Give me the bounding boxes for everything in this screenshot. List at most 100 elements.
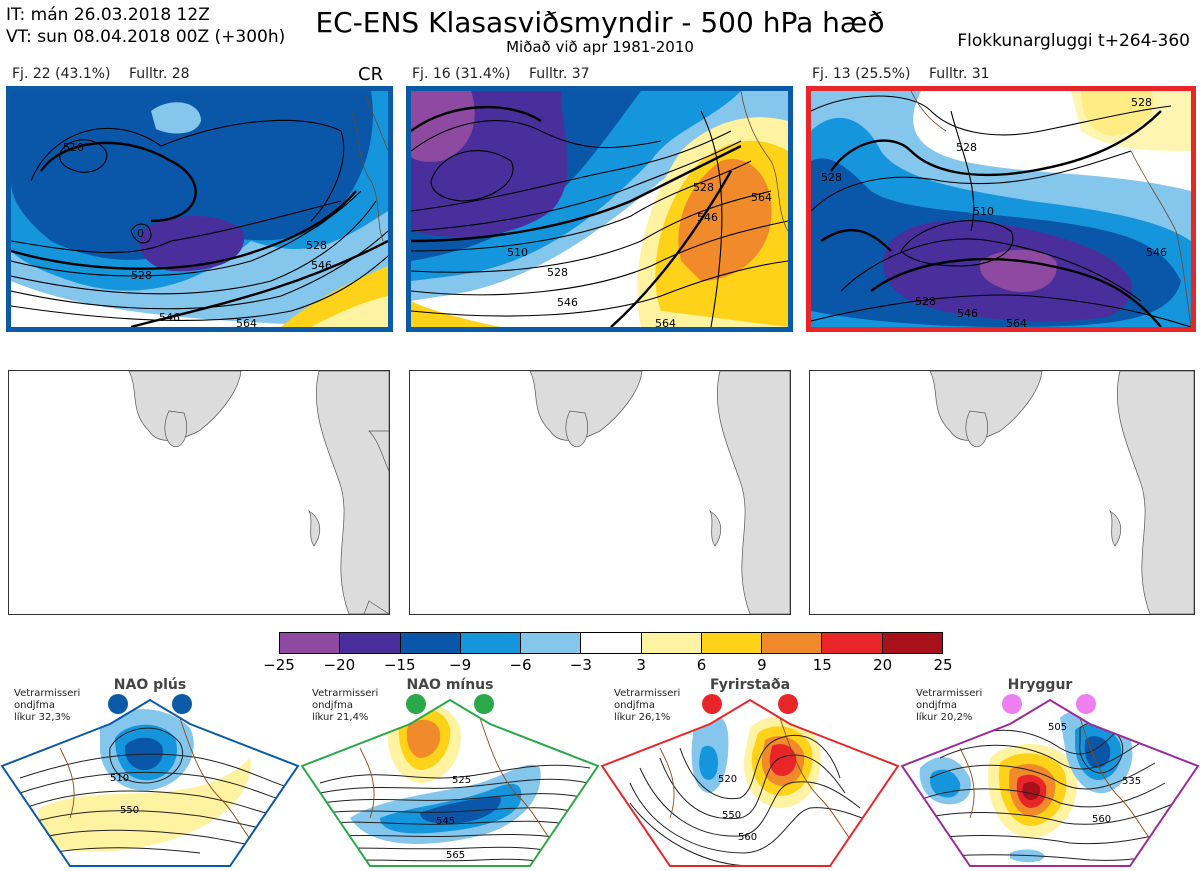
header-times: IT: mán 26.03.2018 12Z VT: sun 08.04.201… <box>6 4 285 48</box>
cluster-3-contour-label: 510 <box>973 205 994 218</box>
regime-3-marker <box>778 694 798 714</box>
colorbar-tick: 3 <box>636 656 646 674</box>
regime-2-contour-label: 565 <box>446 850 465 861</box>
cluster-3-label: Fj. 13 (25.5%) Fulltr. 31 <box>812 66 1004 82</box>
cluster-2-contour-label: 510 <box>507 246 528 259</box>
cluster-3-contour-label: 528 <box>915 295 936 308</box>
regime-3-title: Fyrirstaða <box>709 677 791 693</box>
colorbar-tick: 15 <box>812 656 832 674</box>
regime-3-contour-label: 550 <box>722 810 741 821</box>
regime-4-contour-label: 535 <box>1122 776 1141 787</box>
colorbar-tick: −15 <box>383 656 416 674</box>
cluster-1-count: Fj. 22 (43.1%) <box>12 66 111 82</box>
regime-1-marker <box>108 694 128 714</box>
init-time: IT: mán 26.03.2018 12Z <box>6 5 210 25</box>
cluster-1-contour-label: 510 <box>63 141 84 154</box>
colorbar-tick: −9 <box>449 656 472 674</box>
regime-3-map: 520 550 560 <box>600 694 900 867</box>
cluster-3-contour-label: 528 <box>1131 96 1152 109</box>
page-subtitle: Miðað við apr 1981-2010 <box>506 38 694 56</box>
regime-note-line: ondjfma <box>916 700 957 711</box>
cluster-3-land-map <box>809 370 1195 615</box>
regime-2-note: Vetrarmisseri ondjfma líkur 21,4% <box>312 688 378 724</box>
regime-3-marker <box>702 694 722 714</box>
cluster-2-map: 510 528 546 564 528 546 564 <box>406 86 793 332</box>
regime-1-title: NAO plús <box>113 677 187 693</box>
regime-note-line: líkur 32,3% <box>14 712 71 723</box>
valid-time: VT: sun 08.04.2018 00Z (+300h) <box>6 27 286 47</box>
colorbar-swatch <box>399 633 460 653</box>
regime-note-line: líkur 21,4% <box>312 712 369 723</box>
cluster-3-contour-label: 546 <box>957 307 978 320</box>
regime-2-map: 525 545 565 <box>300 694 600 867</box>
colorbar-swatch <box>580 633 641 653</box>
cluster-2-contour-label: 546 <box>697 211 718 224</box>
colorbar-tick: −3 <box>569 656 592 674</box>
cluster-2-land-map <box>409 370 791 615</box>
regime-3-contour-label: 520 <box>718 774 737 785</box>
cluster-1-rep: Fulltr. 28 <box>128 66 190 82</box>
cluster-1-contour-label: 528 <box>131 269 152 282</box>
regime-4-contour-label: 505 <box>1048 722 1067 733</box>
colorbar-swatch <box>881 633 942 653</box>
colorbar-tick: −25 <box>263 656 295 674</box>
regime-4-contour-label: 560 <box>1092 814 1111 825</box>
cluster-3-contour-label: 546 <box>1146 246 1167 259</box>
regime-note-line: Vetrarmisseri <box>14 688 81 699</box>
regime-2-title: NAO mínus <box>406 677 494 693</box>
regime-note-line: líkur 20,2% <box>916 712 973 723</box>
regime-1-note: Vetrarmisseri ondjfma líkur 32,3% <box>14 688 80 724</box>
regime-note-line: Vetrarmisseri <box>916 688 983 699</box>
cluster-1-contour-label: 0 <box>137 227 144 240</box>
regime-1-contour-label: 550 <box>120 805 139 816</box>
page-title: EC-ENS Klasasviðsmyndir - 500 hPa hæð <box>315 6 885 39</box>
regime-1-map: 510 550 <box>0 694 300 867</box>
regime-2-marker <box>474 694 494 714</box>
regime-3-note: Vetrarmisseri ondjfma líkur 26,1% <box>614 688 680 724</box>
colorbar-swatch <box>520 633 581 653</box>
colorbar-swatch <box>280 633 340 653</box>
cluster-2-label: Fj. 16 (31.4%) Fulltr. 37 <box>412 66 604 82</box>
colorbar-swatch <box>640 633 701 653</box>
regime-note-line: líkur 26,1% <box>614 712 671 723</box>
classification-window: Flokkunargluggi t+264-360 <box>957 31 1190 51</box>
cluster-1-label: Fj. 22 (43.1%) Fulltr. 28 <box>12 66 204 82</box>
cluster-2-contour-label: 564 <box>751 191 772 204</box>
cluster-1-contour-label: 546 <box>159 311 180 324</box>
regime-4-marker <box>1076 694 1096 714</box>
cluster-1-map: 510 0 528 546 528 546 564 <box>6 86 393 332</box>
cluster-3-contour-label: 564 <box>1006 317 1027 327</box>
colorbar-tick: 20 <box>873 656 893 674</box>
regime-2-contour-label: 545 <box>436 816 455 827</box>
colorbar-tick: −20 <box>323 656 356 674</box>
regime-note-line: Vetrarmisseri <box>614 688 681 699</box>
cluster-2-contour-label: 564 <box>655 317 676 327</box>
colorbar-tick: 9 <box>757 656 767 674</box>
colorbar-swatch <box>459 633 521 653</box>
regime-4-note: Vetrarmisseri ondjfma líkur 20,2% <box>916 688 982 724</box>
colorbar-tick: 6 <box>696 656 707 674</box>
cluster-1-tag: CR <box>358 64 384 85</box>
regime-note-line: ondjfma <box>312 700 353 711</box>
colorbar-swatch <box>700 633 762 653</box>
regime-4-marker <box>1002 694 1022 714</box>
cluster-3-map: 528 528 510 528 546 564 528 546 <box>806 86 1196 332</box>
cluster-1-land-map <box>8 370 390 615</box>
regime-4-map: 505 535 560 <box>900 694 1200 867</box>
regime-4-title: Hryggur <box>1007 677 1073 693</box>
cluster-3-count: Fj. 13 (25.5%) <box>812 66 911 82</box>
cluster-2-contour-label: 528 <box>547 266 568 279</box>
cluster-2-contour-label: 528 <box>693 181 714 194</box>
regime-1-marker <box>172 694 192 714</box>
regime-2-contour-label: 525 <box>452 775 471 786</box>
colorbar-swatch <box>339 633 400 653</box>
cluster-1-contour-label: 546 <box>311 259 332 272</box>
cluster-3-contour-label: 528 <box>956 141 977 154</box>
colorbar <box>279 632 943 654</box>
regime-3-contour-label: 560 <box>738 832 757 843</box>
colorbar-tick: −6 <box>509 656 532 674</box>
cluster-1-contour-label: 564 <box>236 317 257 327</box>
cluster-2-rep: Fulltr. 37 <box>528 66 590 82</box>
cluster-3-contour-label: 528 <box>821 171 842 184</box>
regime-1-contour-label: 510 <box>110 773 129 784</box>
